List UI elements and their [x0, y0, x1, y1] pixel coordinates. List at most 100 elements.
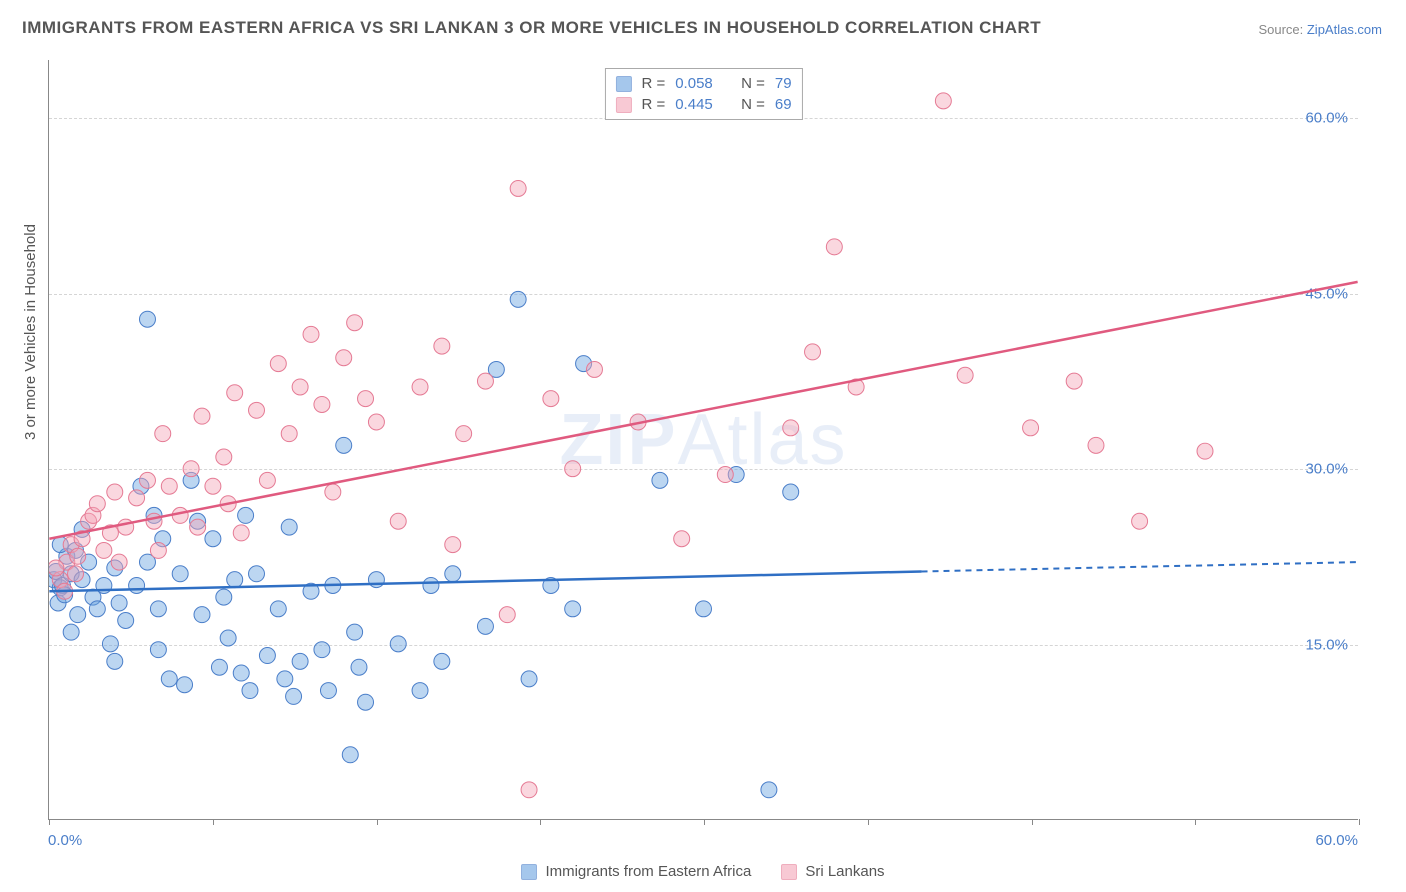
data-point — [696, 601, 712, 617]
chart-title: IMMIGRANTS FROM EASTERN AFRICA VS SRI LA… — [22, 18, 1041, 38]
data-point — [521, 671, 537, 687]
data-point — [161, 671, 177, 687]
data-point — [314, 642, 330, 658]
x-axis-min-label: 0.0% — [48, 832, 82, 849]
data-point — [177, 677, 193, 693]
r-label: R = — [641, 96, 665, 113]
data-point — [347, 624, 363, 640]
data-point — [111, 554, 127, 570]
data-point — [1088, 437, 1104, 453]
data-point — [935, 93, 951, 109]
data-point — [543, 391, 559, 407]
source-attribution: Source: ZipAtlas.com — [1258, 22, 1382, 37]
data-point — [286, 688, 302, 704]
data-point — [412, 379, 428, 395]
data-point — [129, 577, 145, 593]
data-point — [434, 653, 450, 669]
data-point — [96, 542, 112, 558]
data-point — [49, 560, 64, 576]
n-label: N = — [741, 75, 765, 92]
data-point — [129, 490, 145, 506]
swatch-series-2-bottom — [781, 864, 797, 880]
x-tick — [49, 819, 50, 825]
data-point — [242, 683, 258, 699]
data-point — [565, 461, 581, 477]
data-point — [652, 472, 668, 488]
data-point — [205, 478, 221, 494]
data-point — [783, 420, 799, 436]
data-point — [1066, 373, 1082, 389]
scatter-svg — [49, 60, 1358, 819]
legend-item-series-1: Immigrants from Eastern Africa — [521, 863, 751, 880]
data-point — [270, 356, 286, 372]
source-link[interactable]: ZipAtlas.com — [1307, 22, 1382, 37]
data-point — [1023, 420, 1039, 436]
data-point — [314, 396, 330, 412]
swatch-series-1-bottom — [521, 864, 537, 880]
data-point — [233, 525, 249, 541]
n-value-2: 69 — [775, 96, 792, 113]
data-point — [761, 782, 777, 798]
data-point — [336, 437, 352, 453]
data-point — [342, 747, 358, 763]
data-point — [270, 601, 286, 617]
data-point — [111, 595, 127, 611]
data-point — [521, 782, 537, 798]
r-value-1: 0.058 — [675, 75, 713, 92]
legend-row-series-2: R = 0.445 N = 69 — [615, 94, 791, 115]
x-tick — [1359, 819, 1360, 825]
x-tick — [377, 819, 378, 825]
data-point — [89, 496, 105, 512]
data-point — [238, 507, 254, 523]
data-point — [292, 379, 308, 395]
x-tick — [540, 819, 541, 825]
data-point — [445, 566, 461, 582]
correlation-legend: R = 0.058 N = 79 R = 0.445 N = 69 — [604, 68, 802, 120]
legend-label-2: Sri Lankans — [805, 863, 884, 880]
data-point — [150, 542, 166, 558]
data-point — [107, 484, 123, 500]
data-point — [220, 630, 236, 646]
data-point — [150, 642, 166, 658]
x-tick — [1032, 819, 1033, 825]
data-point — [216, 449, 232, 465]
x-axis-max-label: 60.0% — [1315, 832, 1358, 849]
data-point — [292, 653, 308, 669]
data-point — [586, 361, 602, 377]
data-point — [70, 548, 86, 564]
data-point — [717, 467, 733, 483]
y-axis-title: 3 or more Vehicles in Household — [22, 224, 39, 440]
x-tick — [868, 819, 869, 825]
data-point — [390, 636, 406, 652]
data-point — [249, 566, 265, 582]
data-point — [190, 519, 206, 535]
x-tick — [1195, 819, 1196, 825]
r-label: R = — [641, 75, 665, 92]
swatch-series-2 — [615, 97, 631, 113]
data-point — [281, 519, 297, 535]
data-point — [368, 414, 384, 430]
swatch-series-1 — [615, 76, 631, 92]
plot-area: ZIPAtlas R = 0.058 N = 79 R = 0.445 N = … — [48, 60, 1358, 820]
data-point — [118, 613, 134, 629]
series-legend: Immigrants from Eastern Africa Sri Lanka… — [0, 863, 1406, 880]
n-label: N = — [741, 96, 765, 113]
legend-label-1: Immigrants from Eastern Africa — [545, 863, 751, 880]
data-point — [233, 665, 249, 681]
data-point — [63, 624, 79, 640]
data-point — [102, 636, 118, 652]
data-point — [68, 566, 84, 582]
data-point — [205, 531, 221, 547]
data-point — [155, 426, 171, 442]
data-point — [477, 373, 493, 389]
data-point — [194, 607, 210, 623]
data-point — [325, 484, 341, 500]
data-point — [281, 426, 297, 442]
data-point — [139, 311, 155, 327]
data-point — [510, 180, 526, 196]
data-point — [412, 683, 428, 699]
data-point — [423, 577, 439, 593]
data-point — [227, 385, 243, 401]
data-point — [172, 566, 188, 582]
regression-line-2 — [49, 282, 1357, 539]
